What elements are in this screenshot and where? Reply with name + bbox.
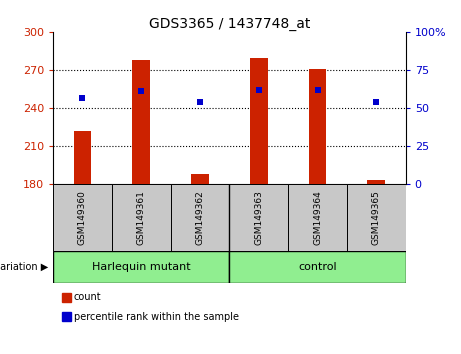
Bar — [132, 60, 150, 184]
Bar — [309, 69, 326, 184]
Text: GSM149361: GSM149361 — [136, 190, 146, 245]
Text: GSM149364: GSM149364 — [313, 190, 322, 245]
Bar — [229, 251, 406, 283]
Bar — [347, 184, 406, 251]
Bar — [53, 251, 230, 283]
Bar — [112, 184, 171, 251]
Bar — [367, 180, 385, 184]
Bar — [250, 58, 267, 184]
Text: count: count — [74, 292, 101, 302]
Bar — [191, 174, 209, 184]
Text: genotype/variation ▶: genotype/variation ▶ — [0, 262, 48, 272]
Bar — [171, 184, 230, 251]
Text: control: control — [298, 262, 337, 272]
Text: GSM149362: GSM149362 — [195, 190, 205, 245]
Text: GSM149365: GSM149365 — [372, 190, 381, 245]
Text: GSM149360: GSM149360 — [78, 190, 87, 245]
Bar — [229, 184, 288, 251]
Bar — [74, 131, 91, 184]
Bar — [288, 184, 347, 251]
Title: GDS3365 / 1437748_at: GDS3365 / 1437748_at — [148, 17, 310, 31]
Text: percentile rank within the sample: percentile rank within the sample — [74, 312, 239, 322]
Text: GSM149363: GSM149363 — [254, 190, 263, 245]
Text: Harlequin mutant: Harlequin mutant — [92, 262, 190, 272]
Bar — [53, 184, 112, 251]
